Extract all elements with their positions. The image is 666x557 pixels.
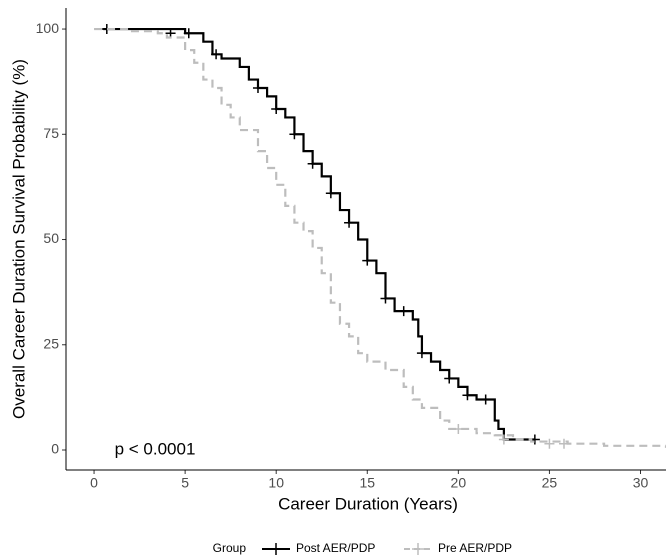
y-tick-label: 25 — [43, 335, 59, 351]
x-tick-label: 30 — [633, 475, 649, 491]
x-tick-label: 0 — [90, 475, 98, 491]
survival-curve — [94, 27, 666, 448]
y-tick-label: 50 — [43, 230, 59, 246]
censor-mark — [558, 438, 569, 449]
censor-mark — [211, 49, 222, 60]
legend-key — [412, 543, 424, 555]
legend-title: Group — [213, 541, 247, 555]
x-tick-label: 20 — [451, 475, 467, 491]
y-tick-label: 75 — [43, 125, 59, 141]
censor-mark — [289, 129, 300, 140]
censor-mark — [344, 217, 355, 228]
y-tick-label: 0 — [51, 441, 59, 457]
x-tick-label: 15 — [359, 475, 375, 491]
annotation: p < 0.0001 — [115, 439, 196, 458]
censor-mark — [544, 438, 555, 449]
censor-mark — [271, 104, 282, 115]
censor-mark — [398, 306, 409, 317]
censor-mark — [416, 348, 427, 359]
censor-mark — [444, 373, 455, 384]
x-tick-label: 5 — [181, 475, 189, 491]
censor-mark — [183, 28, 194, 39]
y-axis-label: Overall Career Duration Survival Probabi… — [9, 59, 28, 419]
censor-mark — [380, 293, 391, 304]
legend-key — [270, 543, 282, 555]
censor-mark — [307, 158, 318, 169]
censor-mark — [325, 188, 336, 199]
censor-mark — [362, 255, 373, 266]
y-tick-label: 100 — [36, 20, 60, 36]
censor-mark — [498, 434, 509, 445]
x-axis-label: Career Duration (Years) — [278, 494, 458, 513]
x-tick-label: 25 — [542, 475, 558, 491]
censor-mark — [453, 423, 464, 434]
censor-mark — [480, 394, 491, 405]
x-tick-label: 10 — [268, 475, 284, 491]
censor-mark — [462, 390, 473, 401]
censor-mark — [252, 82, 263, 93]
legend-label: Post AER/PDP — [296, 541, 375, 555]
survival-curve — [103, 27, 535, 441]
legend-label: Pre AER/PDP — [438, 541, 512, 555]
